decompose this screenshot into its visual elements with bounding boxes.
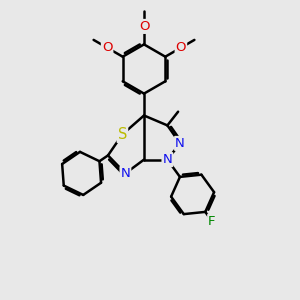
- Text: O: O: [102, 41, 112, 54]
- Text: O: O: [139, 20, 149, 33]
- Text: N: N: [121, 167, 130, 180]
- Text: O: O: [176, 41, 186, 54]
- Text: S: S: [118, 127, 127, 142]
- Text: F: F: [208, 214, 216, 228]
- Text: N: N: [163, 153, 172, 166]
- Text: N: N: [175, 137, 185, 150]
